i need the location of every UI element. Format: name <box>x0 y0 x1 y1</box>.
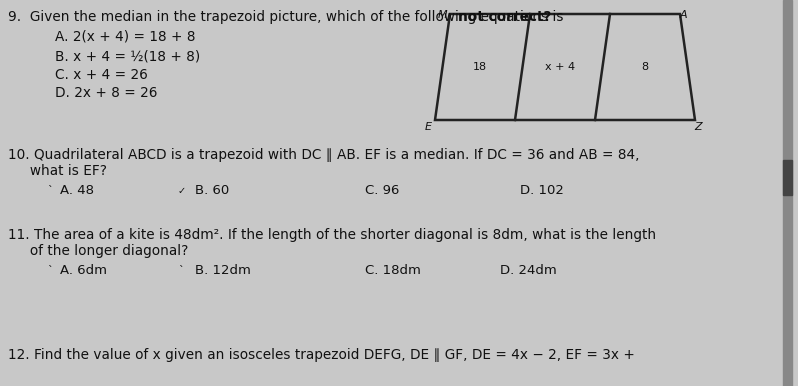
Text: E: E <box>425 122 432 132</box>
Text: `: ` <box>47 186 53 196</box>
Text: 18: 18 <box>473 62 487 72</box>
Text: 10. Quadrilateral ABCD is a trapezoid with DC ∥ AB. EF is a median. If DC = 36 a: 10. Quadrilateral ABCD is a trapezoid wi… <box>8 148 639 162</box>
Text: x + 4: x + 4 <box>545 62 575 72</box>
Text: C. 96: C. 96 <box>365 184 399 197</box>
Text: 8: 8 <box>642 62 649 72</box>
Text: D. 24dm: D. 24dm <box>500 264 557 277</box>
Text: B. 60: B. 60 <box>195 184 229 197</box>
Text: A. 2(x + 4) = 18 + 8: A. 2(x + 4) = 18 + 8 <box>55 30 196 44</box>
Polygon shape <box>435 14 695 120</box>
Text: A. 48: A. 48 <box>60 184 94 197</box>
Bar <box>783 160 792 195</box>
Text: 12. Find the value of x given an isosceles trapezoid DEFG, DE ∥ GF, DE = 4x − 2,: 12. Find the value of x given an isoscel… <box>8 348 635 362</box>
Text: 11. The area of a kite is 48dm². If the length of the shorter diagonal is 8dm, w: 11. The area of a kite is 48dm². If the … <box>8 228 656 242</box>
Text: ✓: ✓ <box>178 186 186 196</box>
Text: 9.  Given the median in the trapezoid picture, which of the following equations : 9. Given the median in the trapezoid pic… <box>8 10 650 24</box>
Text: of the longer diagonal?: of the longer diagonal? <box>8 244 188 258</box>
Bar <box>783 0 792 386</box>
Text: A. 6dm: A. 6dm <box>60 264 107 277</box>
Text: B. x + 4 = ½(18 + 8): B. x + 4 = ½(18 + 8) <box>55 50 200 64</box>
Text: C. x + 4 = 26: C. x + 4 = 26 <box>55 68 148 82</box>
Text: C. 18dm: C. 18dm <box>365 264 421 277</box>
Text: 9.  Given the median in the trapezoid picture, which of the following equations : 9. Given the median in the trapezoid pic… <box>8 10 568 24</box>
Text: M: M <box>438 10 448 20</box>
Text: not correct?: not correct? <box>458 10 551 24</box>
Text: D. 102: D. 102 <box>520 184 564 197</box>
Text: A: A <box>679 10 687 20</box>
Text: D. 2x + 8 = 26: D. 2x + 8 = 26 <box>55 86 157 100</box>
Text: what is EF?: what is EF? <box>8 164 107 178</box>
Text: `: ` <box>47 266 53 276</box>
Text: Z: Z <box>694 122 701 132</box>
Text: `: ` <box>178 266 184 276</box>
Text: B. 12dm: B. 12dm <box>195 264 251 277</box>
